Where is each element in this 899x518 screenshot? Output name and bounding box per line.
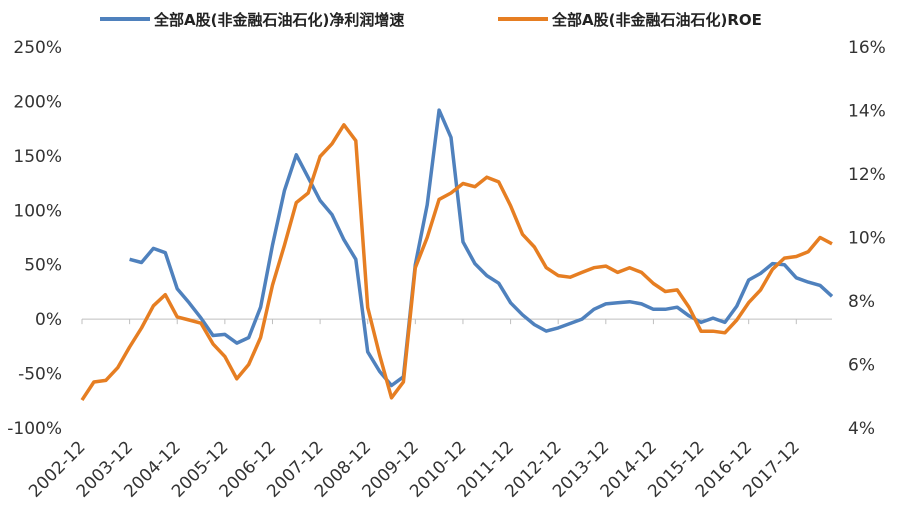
- y-tick-label: 150%: [13, 147, 62, 167]
- y2-tick-label: 12%: [848, 165, 886, 185]
- y2-tick-label: 8%: [848, 292, 875, 312]
- series-line: [129, 108, 834, 388]
- y-tick-label: -100%: [7, 419, 62, 439]
- y-tick-label: -50%: [18, 365, 62, 385]
- legend-label: 全部A股(非金融石油石化)净利润增速: [153, 11, 404, 29]
- series-line: [80, 123, 833, 402]
- y2-tick-label: 16%: [848, 38, 886, 58]
- legend-label: 全部A股(非金融石油石化)ROE: [551, 11, 762, 29]
- y2-tick-label: 6%: [848, 356, 875, 376]
- y2-tick-label: 4%: [848, 419, 875, 439]
- y2-tick-label: 14%: [848, 102, 886, 122]
- y-tick-label: 250%: [13, 38, 62, 58]
- y2-tick-label: 10%: [848, 229, 886, 249]
- y-tick-label: 50%: [24, 256, 62, 276]
- y-tick-label: 100%: [13, 201, 62, 221]
- y-tick-label: 200%: [13, 92, 62, 112]
- y-tick-label: 0%: [35, 310, 62, 330]
